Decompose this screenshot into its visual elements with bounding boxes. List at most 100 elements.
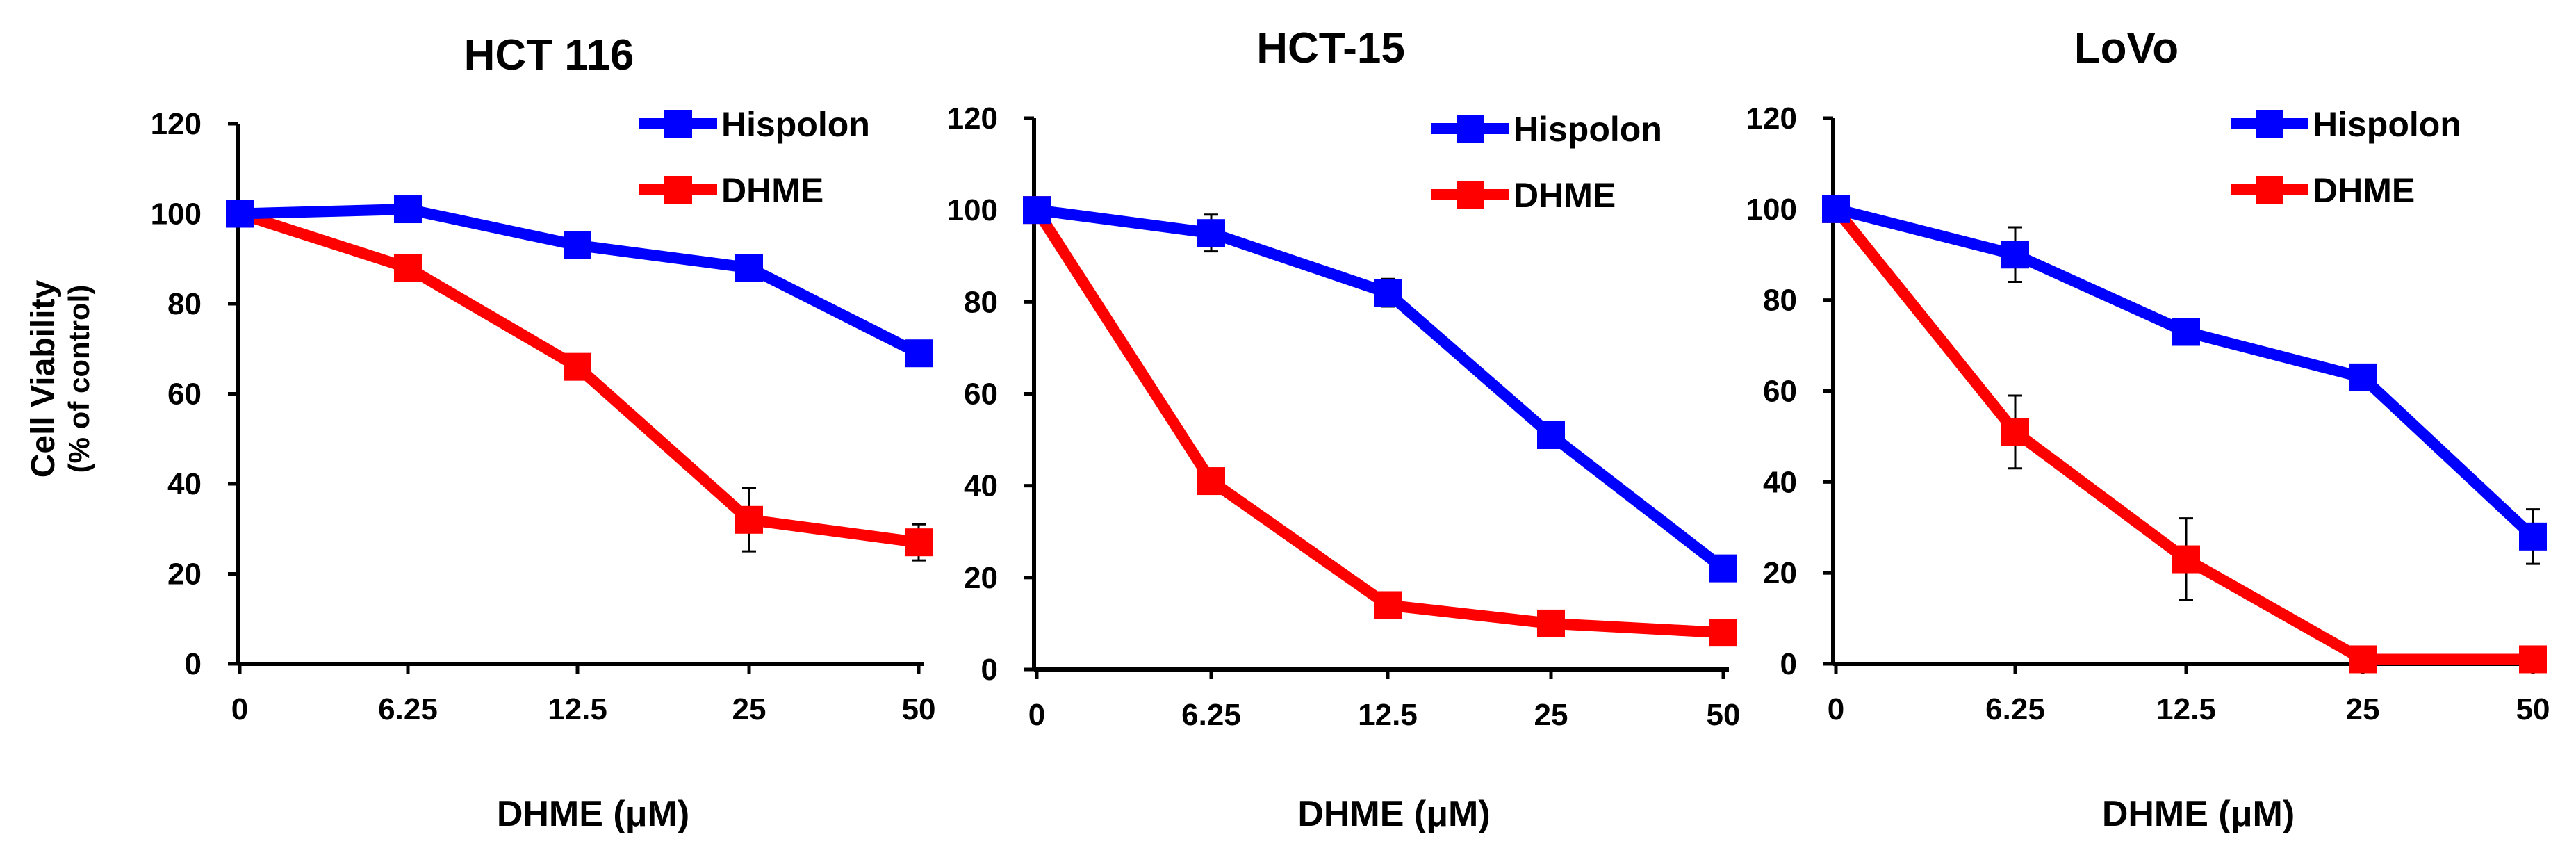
x-tick-label: 25 — [1534, 698, 1568, 732]
y-tick-label: 80 — [167, 287, 202, 321]
legend-swatch-marker — [2256, 110, 2283, 138]
data-point — [226, 200, 254, 228]
legend-swatch-marker — [664, 110, 692, 138]
y-tick-label: 0 — [185, 647, 202, 681]
y-tick-label: 60 — [964, 377, 998, 412]
legend-swatch-marker — [664, 176, 692, 204]
legend-swatch-marker — [2256, 176, 2283, 204]
data-point — [2172, 318, 2200, 346]
y-axis-label: Cell Viability (% of control) — [25, 279, 95, 478]
y-axis-label-sub: (% of control) — [63, 285, 95, 473]
legend: Hispolon DHME — [639, 105, 870, 210]
data-point — [564, 231, 591, 259]
data-point — [394, 195, 422, 224]
data-point — [2349, 363, 2377, 391]
chart-title: LoVo — [2074, 24, 2179, 72]
series-hispolon — [1023, 196, 1737, 583]
data-point — [2001, 241, 2029, 269]
y-tick-label: 120 — [151, 107, 202, 141]
y-axis-label-main: Cell Viability — [25, 279, 62, 478]
legend: Hispolon DHME — [2231, 105, 2461, 210]
data-point — [905, 339, 933, 368]
data-point — [2519, 522, 2547, 551]
series-line — [1835, 204, 2537, 541]
legend-label: DHME — [2313, 171, 2415, 210]
series-line — [239, 204, 921, 359]
data-point — [1709, 554, 1737, 583]
data-point — [2001, 418, 2029, 446]
legend-swatch-marker — [1457, 181, 1484, 209]
y-tick-label: 20 — [1763, 556, 1797, 590]
legend-label: DHME — [721, 171, 823, 210]
legend-label: Hispolon — [2313, 105, 2461, 144]
chart-title: HCT-15 — [1256, 24, 1405, 72]
x-tick-label: 12.5 — [1358, 698, 1418, 732]
data-point — [1374, 279, 1402, 307]
x-tick-label: 12.5 — [548, 692, 607, 726]
x-axis-label: DHME (μM) — [2102, 794, 2295, 834]
legend-swatch-marker — [1457, 115, 1484, 143]
y-tick-label: 100 — [151, 197, 202, 231]
data-point — [1537, 421, 1565, 449]
x-tick-label: 0 — [1828, 692, 1844, 726]
x-tick-label: 12.5 — [2156, 692, 2216, 726]
chart-panel-3: LoVo 0 20 40 60 80 100 120 0 6.25 12.5 25 50 DHME (μM… — [1746, 24, 2550, 834]
y-tick-label: 40 — [167, 467, 202, 501]
data-point — [2519, 645, 2547, 674]
x-axis-label: DHME (μM) — [497, 794, 689, 834]
legend-label: Hispolon — [1513, 110, 1662, 149]
x-tick-label: 50 — [1707, 698, 1741, 732]
y-tick-label: 80 — [964, 285, 998, 319]
data-point — [735, 505, 763, 534]
x-tick-label: 50 — [2516, 692, 2550, 726]
series-dhme — [1822, 195, 2547, 674]
y-tick-label: 100 — [1746, 193, 1797, 227]
data-point — [1023, 196, 1051, 225]
chart-panel-2: HCT-15 0 20 40 60 80 100 120 0 6.25 12.5 25 50 DHME (… — [947, 24, 1741, 834]
data-point — [1197, 467, 1225, 496]
y-tick-label: 40 — [1763, 465, 1797, 499]
chart-panels: HCT 116 0 20 40 60 80 100 120 0 6.25 12.5 25 50 DHME … — [151, 24, 2550, 834]
data-point — [1822, 195, 1850, 223]
data-point — [1197, 219, 1225, 247]
series-dhme — [1023, 196, 1737, 647]
series-hispolon — [1822, 195, 2547, 565]
y-tick-label: 0 — [1780, 647, 1797, 681]
x-tick-label: 0 — [1028, 698, 1045, 732]
x-tick-label: 25 — [732, 692, 766, 726]
y-tick-label: 100 — [947, 193, 998, 227]
x-tick-label: 25 — [2346, 692, 2380, 726]
y-tick-label: 20 — [167, 558, 202, 592]
y-tick-label: 80 — [1763, 284, 1797, 318]
data-point — [564, 352, 591, 381]
chart-panel-1: HCT 116 0 20 40 60 80 100 120 0 6.25 12.5 25 50 DHME … — [151, 31, 936, 834]
x-tick-label: 6.25 — [378, 692, 438, 726]
legend-label: Hispolon — [721, 105, 870, 144]
x-tick-label: 0 — [231, 692, 248, 726]
data-point — [2349, 645, 2377, 674]
x-tick-label: 50 — [902, 692, 936, 726]
y-tick-label: 20 — [964, 561, 998, 595]
data-point — [394, 254, 422, 282]
y-tick-label: 120 — [947, 101, 998, 136]
series-hispolon — [226, 195, 933, 368]
series-line — [1035, 204, 1727, 573]
y-tick-label: 60 — [1763, 375, 1797, 409]
series-line — [1032, 206, 1724, 639]
y-tick-label: 40 — [964, 469, 998, 503]
data-point — [1537, 609, 1565, 637]
data-point — [1709, 619, 1737, 647]
data-point — [2172, 545, 2200, 574]
x-tick-label: 6.25 — [1181, 698, 1241, 732]
y-tick-label: 0 — [981, 653, 998, 687]
data-point — [735, 254, 763, 282]
y-tick-label: 60 — [167, 377, 202, 412]
legend: Hispolon DHME — [1431, 110, 1662, 215]
data-point — [905, 528, 933, 557]
x-axis-label: DHME (μM) — [1297, 794, 1490, 834]
data-point — [1374, 591, 1402, 619]
y-tick-label: 120 — [1746, 101, 1797, 136]
legend-label: DHME — [1513, 176, 1616, 215]
x-tick-label: 6.25 — [1985, 692, 2045, 726]
